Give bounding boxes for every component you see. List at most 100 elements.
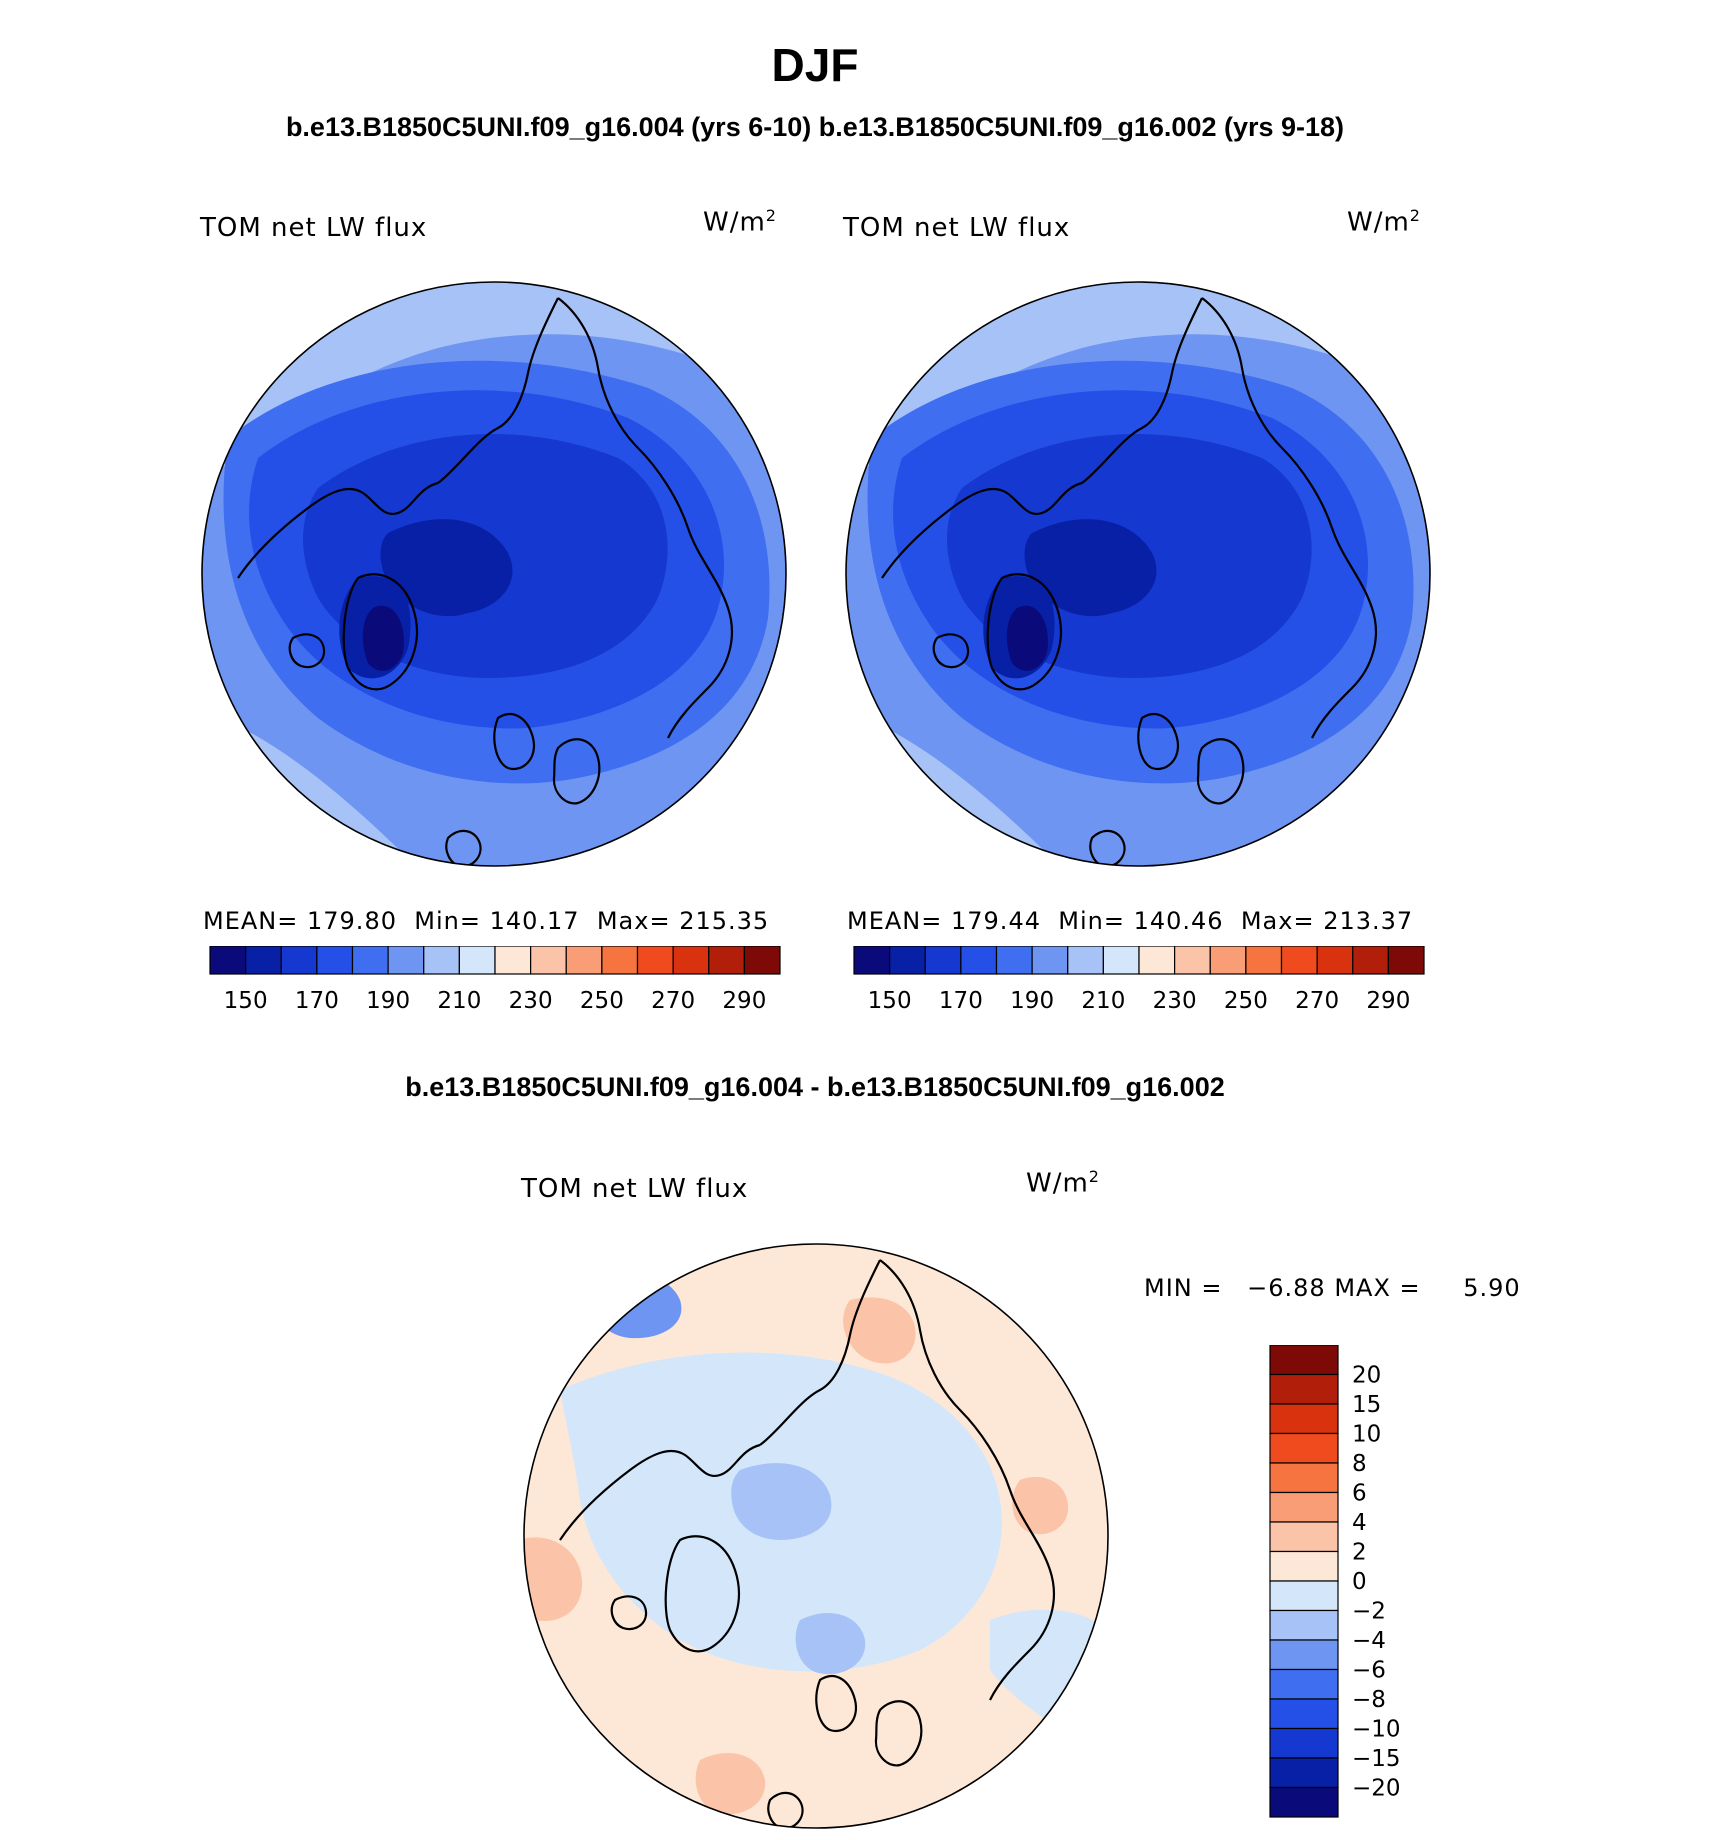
coastline [664,1535,740,1653]
map-boundary [845,281,1431,867]
colorbar-tick-label: 150 [868,988,912,1014]
coastline [493,713,536,771]
min-label: Min= [1058,907,1125,935]
units-sup: 2 [1088,1167,1100,1186]
colorbar-swatch [1269,1757,1339,1789]
colorbar-tick-label: 8 [1352,1451,1367,1477]
units-label: W/m2 [703,206,777,238]
colorbar-tick-label: 20 [1352,1363,1381,1389]
colorbar-swatch [853,946,891,975]
colorbar-swatch [494,946,532,975]
colorbar-tick-label: −6 [1352,1658,1386,1684]
coastline [237,481,439,579]
colorbar-swatch [1067,946,1104,975]
units-sup: 2 [765,206,777,225]
colorbar-tick-label: 270 [1295,988,1339,1014]
field-contour [795,1612,866,1675]
stats-line: MIN = −6.88 MAX = 5.90 [1144,1274,1521,1302]
field-contour [731,1463,832,1540]
colorbar-swatch [387,946,425,975]
mean-value: 179.44 [951,907,1041,935]
coastline [879,1259,1012,1491]
min-value: 140.46 [1133,907,1224,935]
colorbar-tick-label: 170 [295,988,339,1014]
coastline [815,1675,858,1733]
colorbar-swatch [1269,1462,1339,1494]
colorbar-swatch [924,946,962,975]
colorbar-swatch [1269,1373,1339,1405]
colorbar-swatch [351,946,389,975]
colorbar-swatch [1269,1698,1339,1730]
variable-label: TOM net LW flux [521,1174,749,1204]
colorbar-tick-label: −15 [1352,1746,1401,1772]
colorbar-tick-label: 230 [1153,988,1197,1014]
coastline [932,633,970,669]
coastline [1196,738,1245,805]
max-label: Max= [1240,907,1315,935]
colorbar-tick-label: 210 [1081,988,1125,1014]
field-contour [362,605,404,671]
colorbar-swatch [1269,1639,1339,1671]
colorbar-swatch [1245,946,1283,975]
coastline [552,738,601,805]
colorbar-tick-label: −2 [1352,1599,1386,1625]
colorbar-swatch [1269,1550,1339,1582]
colorbar-swatch [1269,1580,1339,1612]
min-label: Min= [414,907,481,935]
colorbar-tick-label: 250 [580,988,624,1014]
diff-header: b.e13.B1850C5UNI.f09_g16.004 - b.e13.B18… [405,1072,1225,1102]
coastline [1201,297,1334,529]
coastline [1311,527,1377,739]
colorbar-tick-label: −8 [1352,1687,1386,1713]
colorbar-swatch [1269,1609,1339,1641]
colorbar-swatch [423,946,460,975]
colorbar-tick-label: −4 [1352,1628,1386,1654]
colorbar-swatch [1269,1345,1339,1376]
field-contour [695,1752,766,1815]
colorbar-tick-label: −10 [1352,1717,1401,1743]
field-contour [846,282,1430,488]
max-value: 215.35 [679,907,770,935]
coastline [874,1700,923,1767]
colorbar-swatch [1280,946,1318,975]
colorbar-swatch [1387,946,1425,975]
colorbar-tick-label: 270 [651,988,695,1014]
variable-label: TOM net LW flux [843,213,1071,243]
colorbar-swatch [960,946,998,975]
units-label: W/m2 [1347,206,1421,238]
colorbar-swatch [889,946,926,975]
mean-label: MEAN= [203,907,299,935]
coastline [342,573,418,691]
max-value: 5.90 [1463,1274,1521,1302]
coastline [437,297,559,484]
coastline [759,1259,881,1446]
page-title: DJF [771,39,859,91]
colorbar-tick-label: 290 [1366,988,1410,1014]
colorbar-swatch [245,946,282,975]
colorbar-tick-label: 10 [1352,1422,1381,1448]
max-label: MAX = [1334,1274,1421,1302]
field-contour [380,519,513,617]
coastline [445,829,482,866]
colorbar-tick-label: 290 [722,988,766,1014]
coastline [1137,713,1180,771]
stats-line: MEAN= 179.44 Min= 140.46 Max= 213.37 [847,907,1413,935]
colorbar-swatch [458,946,496,975]
colorbar-tick-label: 250 [1224,988,1268,1014]
coastline [767,1791,804,1828]
units-label: W/m2 [1026,1167,1100,1199]
polar-map-case-004 [201,281,787,867]
colorbar-swatch [743,946,781,975]
colorbar-swatch [1269,1786,1339,1818]
map-boundary [201,281,787,867]
min-value: −6.88 [1247,1274,1326,1302]
colorbar-tick-label: −20 [1352,1776,1401,1802]
colorbar-swatch [995,946,1033,975]
min-value: 140.17 [489,907,580,935]
colorbar-case-002: 150 170 190 210 230 250 270 290 [853,946,1425,1014]
coastline [557,297,690,529]
colorbar-tick-label: 0 [1352,1569,1367,1595]
colorbar-swatch [1316,946,1354,975]
